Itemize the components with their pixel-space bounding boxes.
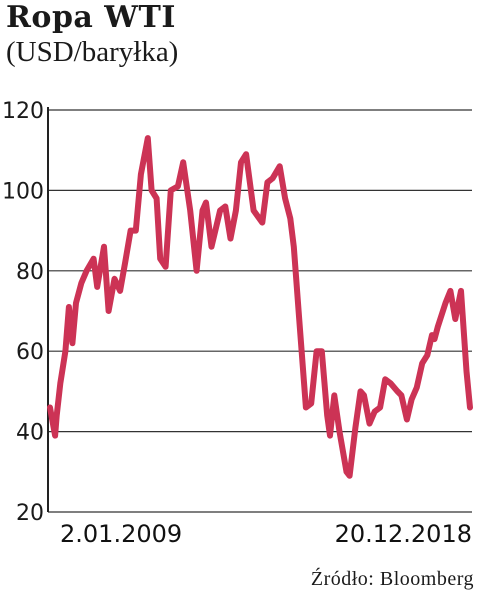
line-chart: 20 40 60 80 100 120 2.01.2009 20.12.2018 — [2, 99, 473, 548]
series-line — [47, 135, 473, 479]
source-note: Źródło: Bloomberg — [310, 568, 474, 590]
chart-title: Ropa WTI — [6, 0, 176, 35]
y-tick-label: 20 — [16, 501, 44, 526]
y-axis: 20 40 60 80 100 120 — [2, 99, 44, 526]
chart-grid — [48, 109, 472, 513]
x-tick-label-start: 2.01.2009 — [60, 520, 182, 548]
y-tick-label: 60 — [16, 340, 44, 365]
y-tick-label: 120 — [2, 99, 44, 124]
y-tick-label: 80 — [16, 260, 44, 285]
chart-subtitle: (USD/baryłka) — [6, 36, 179, 68]
y-tick-label: 100 — [2, 179, 44, 204]
x-tick-label-end: 20.12.2018 — [335, 520, 472, 548]
y-tick-label: 40 — [16, 421, 44, 446]
